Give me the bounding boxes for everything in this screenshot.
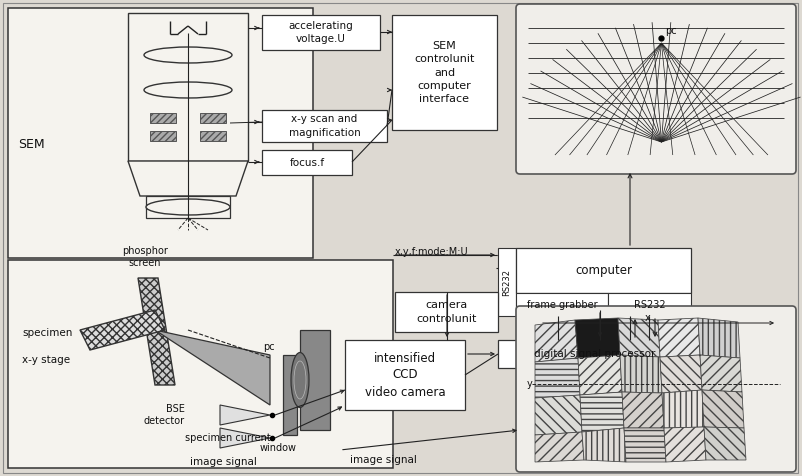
FancyBboxPatch shape — [200, 131, 226, 141]
Polygon shape — [535, 320, 578, 362]
Text: window: window — [260, 443, 297, 453]
FancyBboxPatch shape — [150, 113, 176, 123]
FancyBboxPatch shape — [146, 196, 230, 218]
Text: x: x — [645, 313, 650, 323]
Polygon shape — [220, 428, 270, 448]
FancyBboxPatch shape — [300, 330, 330, 430]
FancyBboxPatch shape — [516, 248, 691, 293]
Text: specimen: specimen — [22, 328, 72, 338]
Polygon shape — [578, 355, 622, 395]
Polygon shape — [138, 278, 175, 385]
Text: x,y,f:mode:M:U: x,y,f:mode:M:U — [395, 247, 468, 257]
FancyBboxPatch shape — [262, 110, 387, 142]
Polygon shape — [660, 355, 702, 393]
FancyBboxPatch shape — [128, 13, 248, 161]
Polygon shape — [662, 390, 704, 428]
FancyBboxPatch shape — [150, 131, 176, 141]
FancyBboxPatch shape — [345, 340, 465, 410]
Ellipse shape — [291, 353, 309, 407]
Polygon shape — [618, 318, 660, 357]
Polygon shape — [704, 427, 746, 460]
Polygon shape — [664, 427, 706, 462]
FancyBboxPatch shape — [283, 355, 297, 435]
FancyBboxPatch shape — [608, 293, 691, 316]
Polygon shape — [620, 355, 662, 393]
Text: focus.f: focus.f — [290, 158, 325, 168]
Text: phosphor
screen: phosphor screen — [122, 247, 168, 268]
Polygon shape — [582, 428, 626, 462]
FancyBboxPatch shape — [516, 306, 796, 472]
FancyBboxPatch shape — [395, 292, 498, 332]
Polygon shape — [580, 392, 624, 432]
Ellipse shape — [146, 199, 230, 215]
Polygon shape — [535, 358, 580, 398]
Text: specimen current: specimen current — [185, 433, 271, 443]
Polygon shape — [535, 432, 584, 462]
Polygon shape — [155, 330, 270, 405]
FancyBboxPatch shape — [200, 113, 226, 123]
Text: BSE
detector: BSE detector — [144, 404, 185, 426]
Ellipse shape — [144, 47, 232, 63]
Text: camera
controlunit: camera controlunit — [416, 300, 476, 324]
Polygon shape — [698, 318, 740, 358]
Text: RS232: RS232 — [634, 299, 666, 309]
Polygon shape — [702, 390, 744, 428]
Polygon shape — [622, 392, 664, 428]
Polygon shape — [80, 310, 165, 350]
Polygon shape — [220, 405, 270, 425]
FancyBboxPatch shape — [516, 4, 796, 174]
FancyBboxPatch shape — [8, 8, 313, 258]
Text: frame grabber: frame grabber — [527, 299, 597, 309]
Text: accelerating
voltage.U: accelerating voltage.U — [289, 21, 354, 44]
Polygon shape — [575, 318, 620, 358]
Text: computer: computer — [575, 264, 632, 277]
Polygon shape — [128, 161, 248, 196]
Polygon shape — [535, 395, 582, 435]
FancyBboxPatch shape — [392, 15, 497, 130]
Text: pc: pc — [666, 26, 677, 36]
Text: image signal: image signal — [190, 457, 257, 467]
Polygon shape — [700, 355, 742, 392]
Text: SEM
controlunit
and
computer
interface: SEM controlunit and computer interface — [415, 41, 475, 104]
FancyBboxPatch shape — [498, 248, 516, 316]
Text: pc: pc — [263, 342, 274, 352]
Text: image signal: image signal — [350, 455, 417, 465]
FancyBboxPatch shape — [516, 293, 608, 316]
Text: x-y stage: x-y stage — [22, 355, 70, 365]
Polygon shape — [658, 318, 700, 357]
FancyBboxPatch shape — [262, 15, 380, 50]
Text: SEM: SEM — [18, 139, 45, 151]
FancyBboxPatch shape — [262, 150, 352, 175]
Text: intensified
CCD
video camera: intensified CCD video camera — [365, 351, 445, 398]
FancyBboxPatch shape — [3, 3, 798, 473]
Ellipse shape — [144, 82, 232, 98]
Text: RS232: RS232 — [503, 268, 512, 296]
FancyBboxPatch shape — [8, 260, 393, 468]
Text: digital signal processor: digital signal processor — [534, 349, 655, 359]
Text: y: y — [527, 379, 533, 389]
FancyBboxPatch shape — [498, 340, 691, 368]
Text: x-y scan and
magnification: x-y scan and magnification — [289, 114, 360, 138]
Polygon shape — [624, 428, 666, 462]
